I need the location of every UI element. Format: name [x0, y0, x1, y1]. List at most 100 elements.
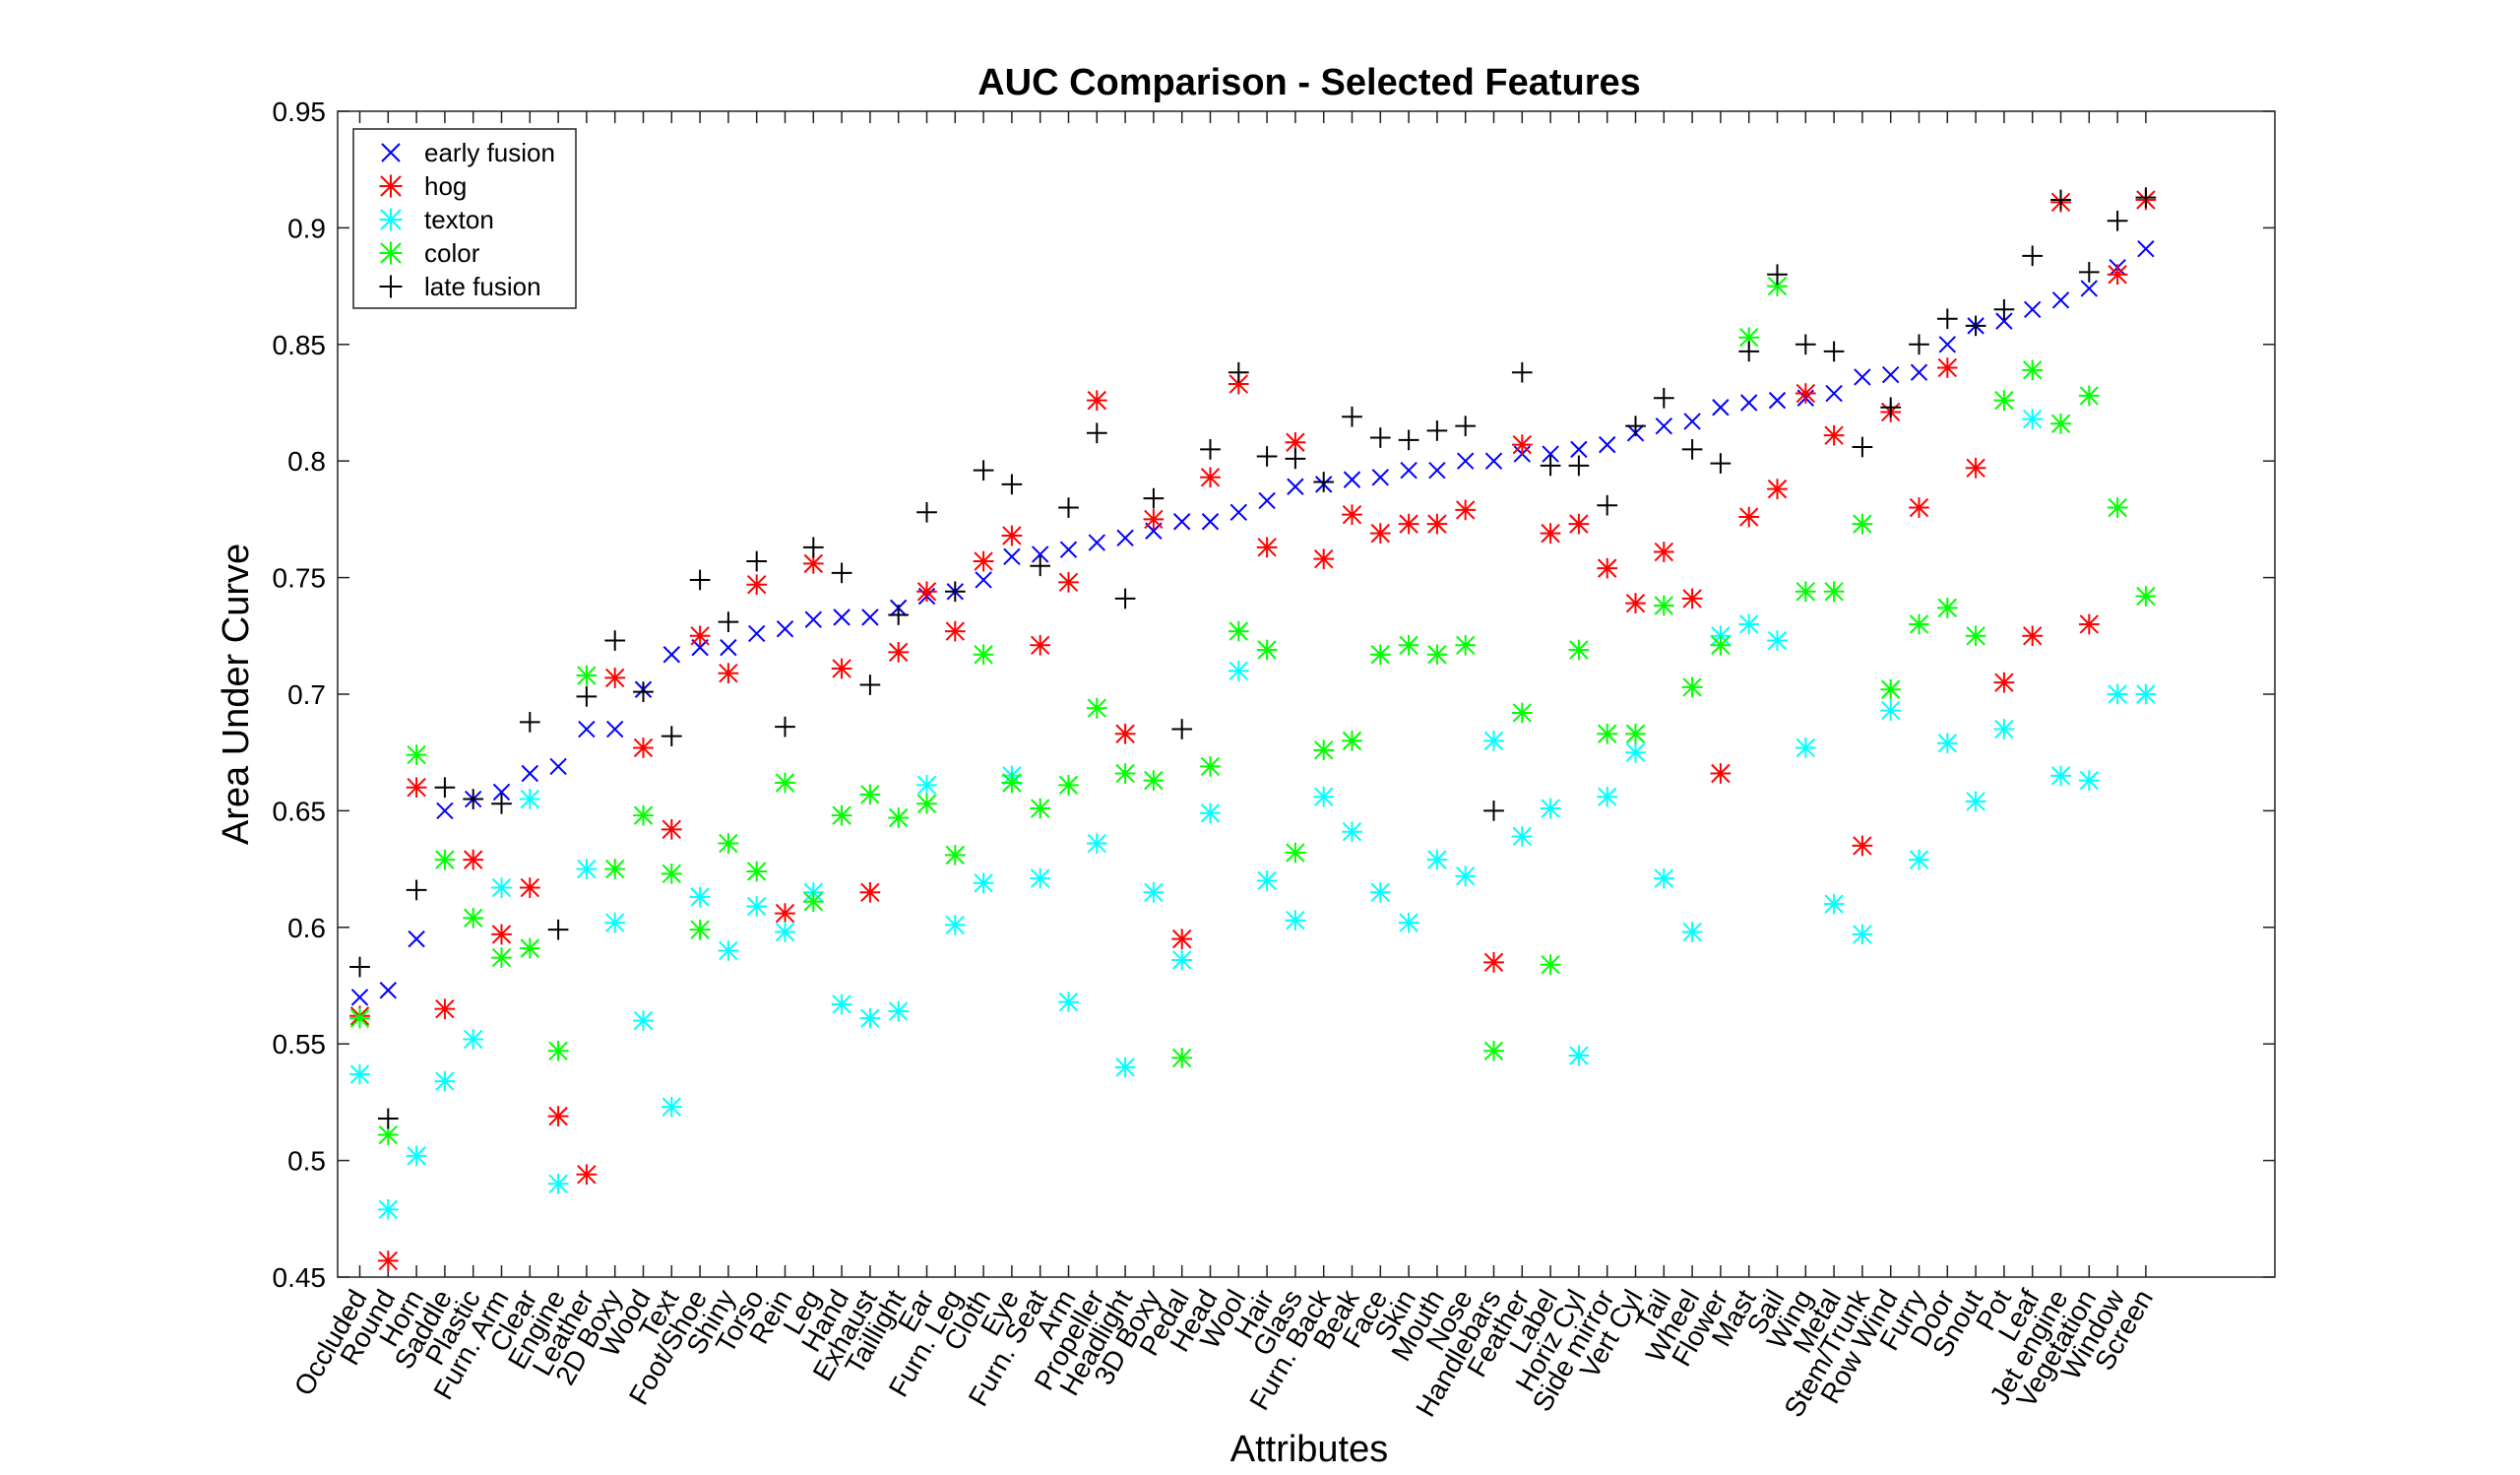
data-point [661, 818, 682, 840]
data-point [1172, 513, 1191, 531]
data-point [859, 1007, 881, 1029]
data-point [1570, 440, 1588, 459]
data-point [1655, 417, 1673, 435]
data-point [1369, 644, 1391, 666]
data-point [1003, 547, 1021, 565]
data-point [547, 1106, 569, 1126]
data-point [434, 998, 456, 1020]
data-point [1256, 537, 1278, 558]
data-point [1823, 424, 1845, 446]
data-point [1710, 453, 1732, 474]
data-point [1597, 723, 1618, 744]
data-point [519, 789, 540, 809]
data-point [661, 863, 682, 884]
data-point [1936, 357, 1958, 378]
data-point [775, 922, 795, 942]
data-point [1597, 786, 1618, 807]
data-point [1712, 399, 1730, 417]
series-texton [349, 409, 2157, 1220]
data-point [604, 912, 626, 933]
data-point [973, 872, 994, 894]
data-point [349, 1063, 370, 1085]
legend-marker [379, 174, 403, 198]
data-point [604, 630, 626, 651]
data-point [1229, 503, 1248, 522]
data-point [1683, 413, 1701, 430]
data-point [1710, 634, 1732, 656]
data-point [1031, 545, 1049, 563]
series-hog [349, 189, 2157, 1271]
data-point [1086, 390, 1107, 411]
data-point [2051, 291, 2070, 309]
data-point [434, 849, 456, 870]
legend: early fusion hog texton color late fusion [352, 128, 577, 309]
data-point [802, 553, 824, 574]
data-point [1542, 445, 1559, 463]
data-point [1342, 504, 1362, 526]
data-point [1597, 557, 1618, 579]
data-point [689, 625, 711, 647]
data-point [1767, 276, 1788, 296]
data-point [547, 1173, 569, 1194]
data-point [916, 775, 937, 796]
legend-label: color [424, 238, 480, 268]
data-point [406, 879, 427, 901]
data-point [1001, 772, 1023, 794]
data-point [1625, 416, 1646, 437]
data-point [1285, 910, 1306, 931]
y-tick-label: 0.75 [273, 563, 327, 594]
data-point [2022, 245, 2044, 267]
legend-label: early fusion [424, 138, 555, 167]
data-point [2107, 683, 2128, 705]
data-point [377, 1108, 399, 1129]
data-point [1200, 756, 1221, 777]
data-point [2023, 300, 2042, 318]
data-point [1795, 334, 1816, 355]
data-point [1795, 738, 1816, 758]
data-point [1256, 446, 1278, 467]
data-point [1228, 620, 1249, 642]
data-point [633, 1010, 654, 1031]
data-point [1201, 513, 1220, 531]
data-point [1228, 660, 1249, 681]
data-point [944, 915, 966, 935]
data-point [718, 663, 739, 684]
data-point [718, 940, 739, 961]
data-point [1738, 613, 1760, 635]
y-tick-label: 0.6 [287, 913, 326, 943]
data-point [492, 783, 511, 802]
y-tick-label: 0.85 [273, 330, 327, 360]
data-point [859, 674, 881, 695]
data-point [1653, 595, 1674, 616]
data-point [1116, 529, 1134, 547]
data-point [1568, 639, 1590, 661]
data-point [1880, 678, 1902, 700]
data-point [1993, 672, 2015, 693]
data-point [1598, 435, 1616, 454]
data-point [1995, 312, 2013, 330]
data-point [2050, 765, 2071, 787]
legend-label: texton [424, 205, 494, 234]
legend-marker [381, 143, 401, 162]
data-point [1256, 639, 1278, 661]
data-point [604, 859, 626, 879]
data-point [576, 1164, 598, 1186]
data-point [1511, 361, 1533, 383]
data-point [888, 1000, 910, 1022]
data-point [1767, 630, 1788, 651]
data-point [1058, 992, 1079, 1012]
data-point [1426, 513, 1448, 535]
data-point [1426, 644, 1448, 666]
data-point [1171, 719, 1193, 739]
data-point [1058, 775, 1079, 796]
data-point [605, 720, 624, 738]
data-point [975, 571, 992, 589]
data-point [718, 833, 739, 854]
data-point [776, 619, 794, 638]
data-point [1086, 422, 1107, 444]
data-point [944, 581, 966, 603]
data-point [1483, 951, 1504, 973]
series-late-fusion [349, 187, 2157, 1129]
data-point [2050, 189, 2071, 211]
data-point [1738, 506, 1760, 528]
